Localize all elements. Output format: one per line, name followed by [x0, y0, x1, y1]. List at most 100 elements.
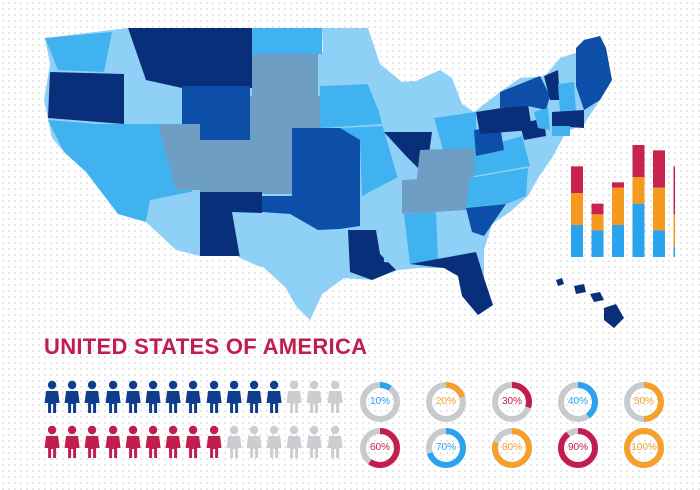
donut-30: 30%: [490, 380, 534, 424]
state-texas: [232, 212, 366, 320]
donut-label: 50%: [633, 396, 654, 407]
donut-100: 100%: [622, 426, 666, 470]
donut-label: 90%: [567, 442, 588, 453]
person-icon-filled: [206, 380, 222, 413]
donut-label: 60%: [369, 442, 390, 453]
bar-segment-6-1: [673, 246, 675, 257]
state-arizona: [146, 190, 200, 256]
person-icon-filled: [226, 380, 242, 413]
state-south-dakota: [252, 54, 318, 96]
person-icon-filled: [105, 425, 121, 458]
state-missouri: [340, 126, 400, 196]
donut-label: 20%: [435, 396, 456, 407]
state-alabama: [404, 212, 438, 264]
person-icon-filled: [266, 380, 282, 413]
state-south-carolina: [466, 204, 506, 236]
donut-arc: [492, 428, 532, 468]
state-ohio: [434, 112, 476, 160]
bar-segment-2-1: [591, 230, 604, 257]
person-icon-filled: [125, 380, 141, 413]
state-iowa: [320, 84, 382, 128]
donut-label: 70%: [435, 442, 456, 453]
person-icon-empty: [266, 425, 282, 458]
state-new-jersey: [534, 108, 550, 130]
person-icon-empty: [307, 425, 323, 458]
donut-label: 30%: [501, 396, 522, 407]
donut-60: 60%: [358, 426, 402, 470]
donut-arc: [624, 428, 664, 468]
person-icon-filled: [145, 380, 161, 413]
state-mississippi: [382, 214, 406, 264]
state-maine: [576, 36, 612, 110]
person-icon-empty: [226, 425, 242, 458]
state-pennsylvania: [476, 104, 532, 134]
donut-label: 80%: [501, 442, 522, 453]
person-icon-filled: [44, 380, 60, 413]
state-massachusetts: [552, 110, 584, 128]
state-louisiana: [348, 230, 396, 280]
person-icon-empty: [307, 380, 323, 413]
donut-arc: [426, 382, 466, 422]
person-icon-filled: [165, 425, 181, 458]
bar-segment-6-3: [673, 166, 675, 215]
state-north-dakota: [252, 28, 322, 54]
bar-segment-3-2: [612, 187, 624, 225]
person-icon-filled: [105, 380, 121, 413]
bar-segment-1-3: [571, 166, 583, 193]
person-icon-empty: [286, 380, 302, 413]
donut-70: 70%: [424, 426, 468, 470]
donut-arc: [492, 382, 532, 422]
donut-arc: [558, 382, 598, 422]
state-minnesota: [322, 28, 380, 84]
person-icon-empty: [327, 425, 343, 458]
state-vermont: [544, 70, 560, 100]
donut-arc: [624, 382, 664, 422]
person-icon-filled: [165, 380, 181, 413]
page-title: UNITED STATES OF AMERICA: [44, 334, 368, 359]
person-icon-empty: [286, 425, 302, 458]
person-icon-empty: [246, 425, 262, 458]
bar-segment-1-2: [571, 193, 583, 225]
state-florida: [410, 252, 493, 315]
hawaii-island-4: [604, 304, 624, 328]
person-icon-filled: [125, 425, 141, 458]
state-new-york: [500, 76, 550, 110]
state-montana: [128, 28, 252, 88]
bar-segment-3-3: [612, 182, 624, 188]
state-georgia: [436, 210, 476, 262]
state-michigan: [418, 70, 460, 128]
person-icon-filled: [84, 425, 100, 458]
donut-80: 80%: [490, 426, 534, 470]
person-icon-filled: [64, 380, 80, 413]
people-row-blue: [42, 380, 345, 414]
bar-segment-5-1: [653, 230, 665, 257]
person-icon-filled: [145, 425, 161, 458]
hawaii-island-2: [574, 284, 586, 294]
person-icon-filled: [84, 380, 100, 413]
bar-segment-2-2: [591, 214, 604, 231]
donut-20: 20%: [424, 380, 468, 424]
state-california: [48, 120, 150, 222]
donut-arc: [360, 382, 400, 422]
state-colorado: [200, 140, 292, 194]
state-north-carolina: [466, 168, 528, 208]
donut-50: 50%: [622, 380, 666, 424]
bar-segment-4-3: [632, 145, 645, 177]
state-oklahoma: [262, 196, 362, 230]
state-kansas: [292, 128, 360, 196]
hawaii-island-3: [590, 292, 604, 302]
donut-arc: [360, 428, 400, 468]
person-icon-filled: [64, 425, 80, 458]
donut-arc: [426, 428, 466, 468]
person-icon-filled: [185, 380, 201, 413]
donut-label: 10%: [369, 396, 390, 407]
person-icon-filled: [185, 425, 201, 458]
donut-40: 40%: [556, 380, 600, 424]
donut-label: 40%: [567, 396, 588, 407]
state-wisconsin: [366, 80, 414, 124]
state-connecticut: [552, 126, 570, 136]
bar-segment-3-1: [612, 225, 624, 257]
donut-arc: [558, 428, 598, 468]
stacked-bar-chart: [571, 145, 675, 257]
